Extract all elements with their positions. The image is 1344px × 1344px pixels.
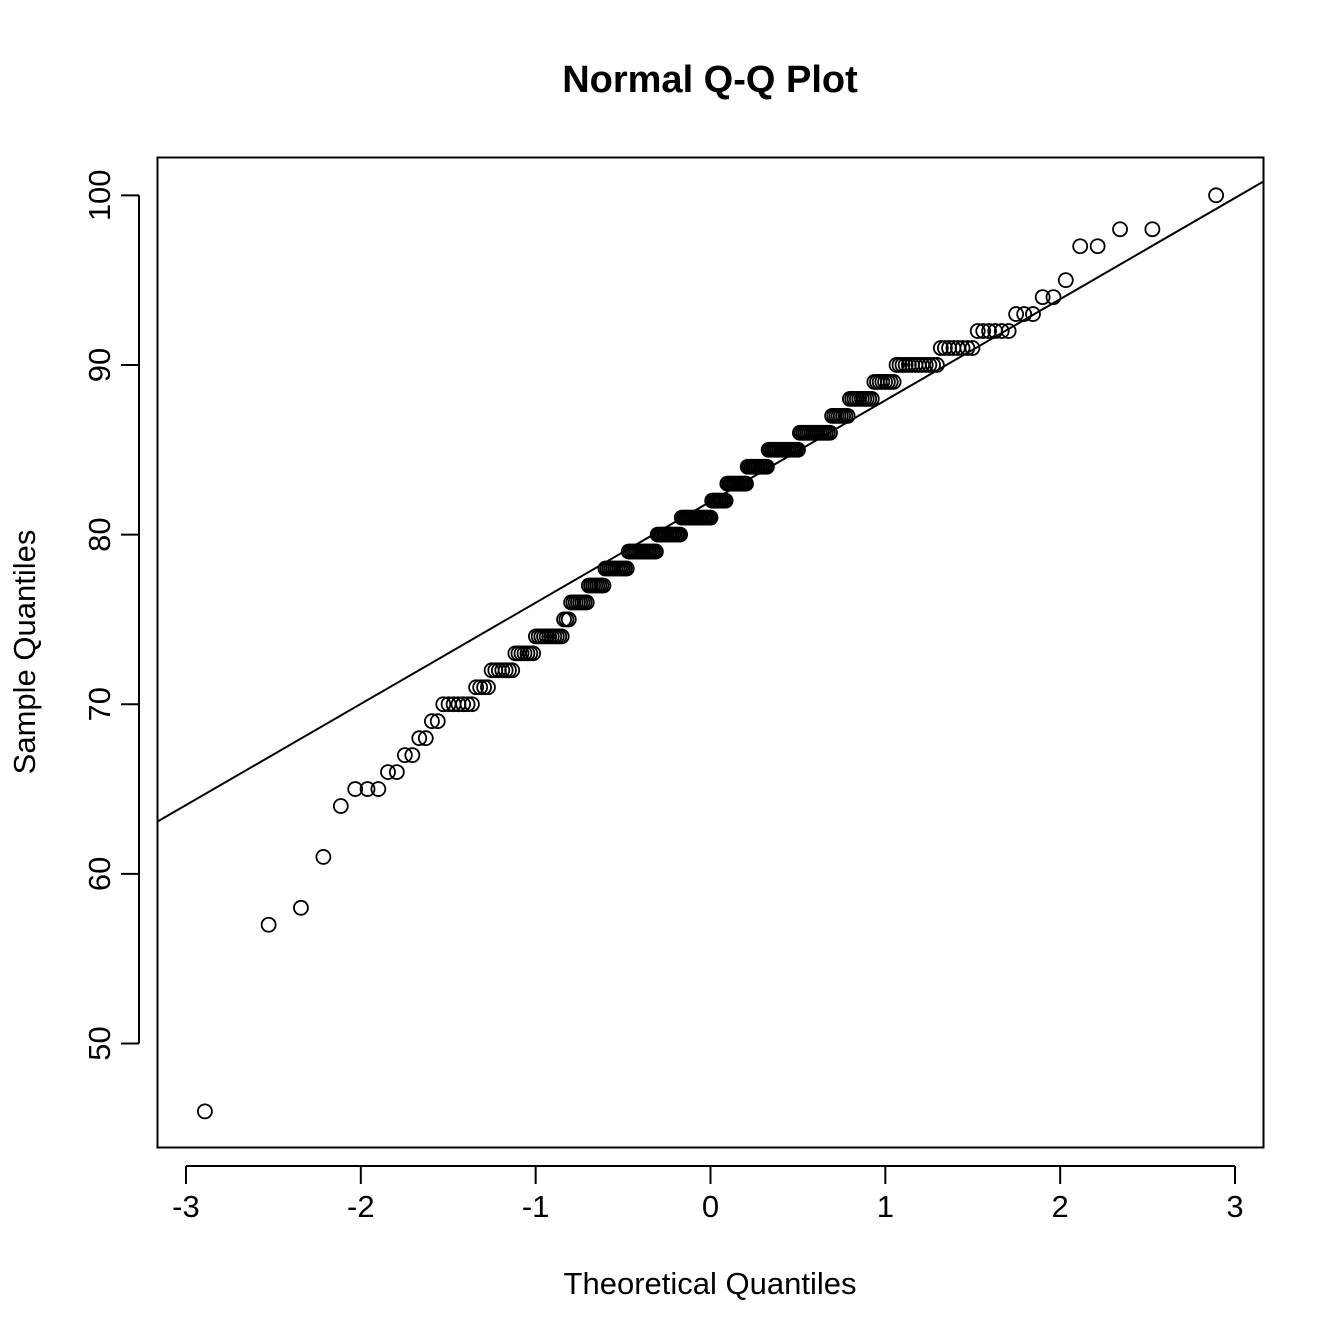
data-point xyxy=(885,374,902,390)
data-point xyxy=(925,357,941,373)
x-axis: -3 -2 -1 0 1 2 3 xyxy=(172,1165,1244,1224)
data-point xyxy=(347,781,364,797)
data-point xyxy=(260,916,277,933)
y-tick-label: 100 xyxy=(82,169,117,221)
data-point xyxy=(315,849,332,865)
data-point xyxy=(380,764,396,780)
data-point xyxy=(424,713,440,730)
data-point xyxy=(1008,306,1025,322)
data-point xyxy=(839,407,856,424)
data-point xyxy=(388,764,405,780)
data-points xyxy=(197,187,1224,1120)
data-point xyxy=(717,492,734,509)
data-point xyxy=(964,340,981,356)
data-point xyxy=(1034,289,1051,306)
data-point xyxy=(993,323,1010,339)
data-point xyxy=(595,577,612,594)
data-point xyxy=(396,747,413,764)
data-point xyxy=(455,696,472,713)
data-point xyxy=(975,323,992,339)
y-tick-label: 90 xyxy=(82,348,117,382)
data-point xyxy=(459,696,476,713)
data-point xyxy=(959,340,976,356)
y-tick-label: 50 xyxy=(82,1026,117,1060)
data-point xyxy=(293,899,309,916)
plot-frame xyxy=(156,156,1265,1149)
data-point xyxy=(981,323,997,339)
data-point xyxy=(332,798,349,814)
data-point xyxy=(647,543,664,560)
x-axis-label: Theoretical Quantiles xyxy=(564,1266,857,1301)
data-point xyxy=(928,357,945,373)
data-point xyxy=(702,509,719,526)
data-point xyxy=(822,424,838,441)
data-point xyxy=(921,357,938,373)
data-point xyxy=(1208,187,1224,204)
chart-title: Normal Q-Q Plot xyxy=(562,59,858,101)
y-axis-label: Sample Quantiles xyxy=(7,530,42,775)
data-point xyxy=(429,713,446,730)
data-point xyxy=(197,1103,213,1120)
data-point xyxy=(464,696,480,713)
data-point xyxy=(370,781,387,797)
y-tick-label: 80 xyxy=(82,517,117,551)
data-point xyxy=(404,747,421,764)
y-tick-label: 60 xyxy=(82,857,117,891)
data-point xyxy=(1057,272,1074,289)
data-point xyxy=(954,340,971,356)
x-tick-label: -1 xyxy=(522,1189,550,1224)
data-point xyxy=(1025,306,1041,322)
data-point xyxy=(758,458,775,475)
data-point xyxy=(863,390,880,407)
data-point xyxy=(672,526,689,543)
data-point xyxy=(435,696,452,713)
x-tick-label: 1 xyxy=(877,1189,894,1224)
data-point xyxy=(969,323,986,339)
data-point xyxy=(1045,289,1062,306)
x-tick-label: 2 xyxy=(1052,1189,1069,1224)
data-point xyxy=(932,340,949,356)
data-point xyxy=(417,730,434,747)
data-point xyxy=(936,340,953,356)
data-point xyxy=(790,441,806,458)
data-point xyxy=(472,679,489,696)
data-point xyxy=(618,560,635,577)
data-point xyxy=(578,594,595,611)
data-point xyxy=(525,645,542,662)
data-point xyxy=(738,475,754,492)
x-tick-label: -2 xyxy=(347,1189,375,1224)
x-tick-label: -3 xyxy=(172,1189,200,1224)
data-point xyxy=(560,611,577,628)
data-point xyxy=(476,679,493,696)
data-point xyxy=(1016,306,1033,322)
data-point xyxy=(553,628,570,645)
x-tick-label: 0 xyxy=(702,1189,719,1224)
data-point xyxy=(480,679,496,696)
data-point xyxy=(1089,238,1106,255)
data-point xyxy=(1072,238,1089,255)
data-point xyxy=(1144,221,1161,238)
y-tick-label: 70 xyxy=(82,687,117,721)
y-axis: 50 60 70 80 90 100 xyxy=(82,169,140,1061)
data-point xyxy=(468,679,485,696)
data-point xyxy=(1112,221,1128,238)
x-tick-label: 3 xyxy=(1226,1189,1243,1224)
data-point xyxy=(359,781,376,797)
data-point xyxy=(1000,323,1017,339)
data-point xyxy=(411,730,428,747)
data-point xyxy=(504,662,521,679)
